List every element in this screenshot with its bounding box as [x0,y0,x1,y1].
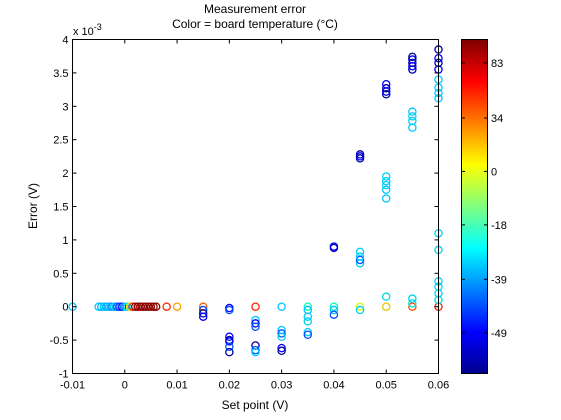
data-point [251,322,260,331]
data-point [381,194,391,203]
data-point [355,302,365,311]
y-tick-label: 0.5 [53,268,68,280]
colorbar-tick-label: -39 [491,274,507,286]
y-tick-label: 3 [62,101,68,113]
y-multiplier-base: x 10 [73,26,94,38]
data-point [408,299,417,308]
data-point [381,84,391,93]
x-tick-label: 0.04 [323,380,344,392]
data-point [277,302,286,311]
data-point [151,302,161,311]
y-tick-label: -0.5 [50,335,69,347]
x-tick-label: 0 [122,380,128,392]
chart-subtitle: Color = board temperature (°C) [172,17,338,31]
data-point [408,58,417,68]
data-point [225,332,234,342]
data-point [303,327,313,337]
data-point [381,302,391,311]
colorbar-ticks: 83 34 0 -18 -39 -49 [461,58,507,340]
data-point [329,305,339,315]
data-point [408,112,417,121]
y-tick-label: -1 [59,369,69,381]
data-point [329,302,339,311]
y-tick-label: 3.5 [53,68,68,80]
data-point [408,52,417,62]
colorbar-tick-label: -18 [491,220,507,232]
data-point [149,302,158,311]
chart-title: Measurement error [204,2,306,16]
data-point [303,317,313,326]
data-point [355,305,365,315]
data-point [408,116,417,126]
data-point [355,247,365,257]
colorbar [461,39,488,374]
data-point [408,55,417,64]
x-tick-label: 0.06 [428,380,449,392]
x-axis-label: Set point (V) [222,398,289,412]
data-point [277,329,286,338]
data-point [329,242,339,251]
data-point [355,255,365,265]
data-point [381,176,391,186]
data-point [381,90,391,99]
x-axis-ticks: -0.01 0 0.01 0.02 0.03 0.04 0.05 0.06 [60,39,449,392]
data-point [251,319,260,328]
data-point [303,312,313,321]
data-point [329,310,339,319]
data-point [198,309,208,318]
data-point [162,302,171,311]
data-point [355,150,365,159]
data-point [381,185,391,195]
data-point [381,172,391,181]
data-point [277,343,286,353]
data-point [225,342,234,352]
x-tick-label: -0.01 [60,380,85,392]
data-point [146,302,156,311]
y-axis-ticks: -1 -0.5 0 0.5 1 1.5 2 2.5 3 3.5 4 [50,35,439,381]
data-point [225,305,234,315]
data-point [251,302,260,311]
data-point [172,302,182,311]
y-tick-label: 2.5 [53,135,68,147]
y-tick-label: 1 [62,235,68,247]
colorbar-tick-label: 0 [491,166,497,178]
y-tick-label: 4 [62,35,68,47]
y-multiplier-exponent: -3 [94,22,102,32]
data-point [381,292,391,301]
data-point [251,347,260,357]
data-point [355,252,365,261]
y-tick-label: 1.5 [53,202,68,214]
data-point [277,346,286,356]
data-points [68,45,443,357]
y-multiplier: x 10-3 [73,22,102,38]
data-point [303,330,313,340]
x-tick-label: 0.02 [219,380,240,392]
y-tick-label: 0 [62,302,68,314]
data-point [381,80,391,89]
data-point [277,332,286,342]
y-tick-label: 2 [62,168,68,180]
data-point [408,302,417,311]
x-tick-label: 0.03 [271,380,292,392]
colorbar-tick-label: 83 [491,58,503,70]
data-point [303,302,313,311]
colorbar-tick-label: -49 [491,328,507,340]
x-tick-label: 0.01 [166,380,187,392]
data-point [225,337,234,346]
x-tick-label: 0.05 [376,380,397,392]
data-point [408,294,417,303]
y-axis-label: Error (V) [26,183,40,229]
data-point [225,347,234,357]
data-point [381,180,391,190]
colorbar-tick-label: 34 [491,113,503,125]
data-point [408,107,417,116]
data-point [198,312,208,321]
